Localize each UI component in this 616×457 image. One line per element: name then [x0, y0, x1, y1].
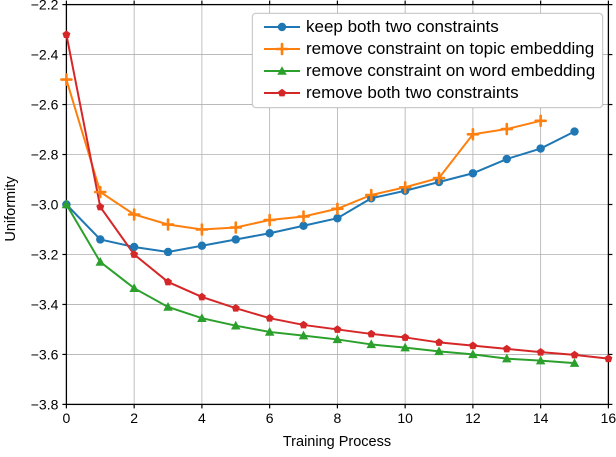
svg-text:Uniformity: Uniformity	[3, 176, 19, 242]
svg-text:−3.8: −3.8	[31, 396, 59, 412]
svg-text:14: 14	[533, 410, 549, 426]
svg-text:12: 12	[465, 410, 481, 426]
svg-text:10: 10	[397, 410, 413, 426]
svg-text:8: 8	[334, 410, 342, 426]
svg-text:−2.4: −2.4	[31, 47, 59, 63]
svg-text:2: 2	[130, 410, 138, 426]
svg-text:4: 4	[198, 410, 206, 426]
svg-text:0: 0	[63, 410, 71, 426]
svg-text:−2.2: −2.2	[31, 0, 59, 13]
svg-text:−3.4: −3.4	[31, 296, 59, 312]
svg-text:−3.0: −3.0	[31, 197, 59, 213]
svg-text:−2.6: −2.6	[31, 97, 59, 113]
svg-text:−3.2: −3.2	[31, 246, 59, 262]
svg-text:6: 6	[266, 410, 274, 426]
svg-text:−3.6: −3.6	[31, 346, 59, 362]
svg-text:Training Process: Training Process	[283, 434, 391, 450]
svg-text:16: 16	[601, 410, 616, 426]
svg-text:−2.8: −2.8	[31, 147, 59, 163]
